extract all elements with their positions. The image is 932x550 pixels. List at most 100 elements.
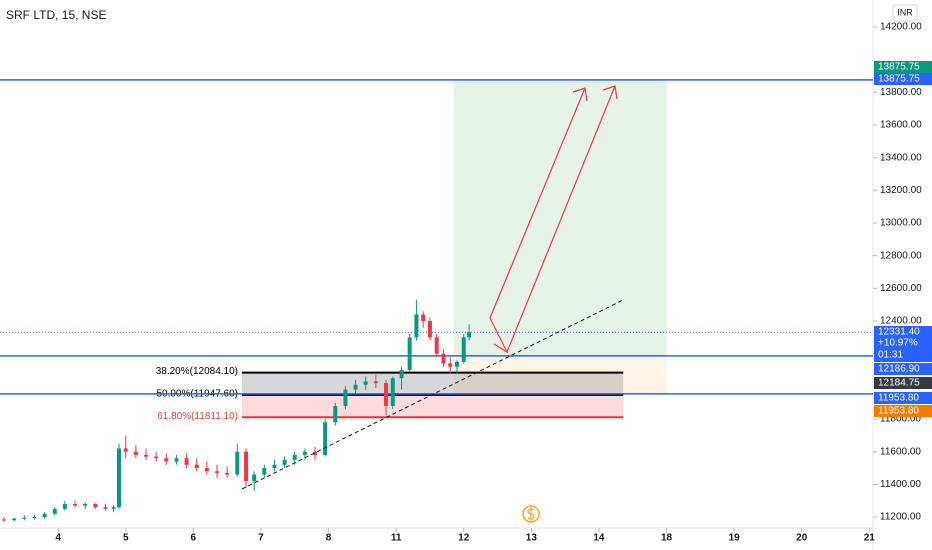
trend-line: [241, 299, 624, 490]
y-tick-label: 13800.00: [880, 87, 922, 98]
candle-body: [244, 451, 249, 482]
y-tick-label: 11400.00: [880, 479, 921, 490]
candle-body: [154, 456, 159, 459]
candle-body: [144, 454, 149, 457]
currency: INR: [897, 7, 913, 17]
price-label: [874, 405, 932, 417]
price-label: [874, 377, 932, 389]
candle-body: [22, 517, 27, 519]
candle-body: [461, 337, 466, 362]
last-price-label: [874, 326, 932, 362]
x-tick-label: 5: [123, 533, 129, 544]
x-tick-label: 12: [458, 533, 470, 544]
x-tick-label: 20: [796, 533, 808, 544]
x-tick-label: 18: [661, 533, 673, 544]
candle-body: [441, 353, 446, 364]
drawings-back: 38.20%(12084.10)50.00%(11947.60)61.80%(1…: [0, 79, 873, 422]
candle-body: [390, 378, 395, 406]
candle-body: [32, 517, 37, 519]
target-zone: [453, 79, 667, 356]
price-label: [874, 73, 932, 85]
price-label: [874, 392, 932, 404]
candle-body: [83, 503, 88, 506]
axes: 11200.0011400.0011600.0011800.0012000.00…: [55, 22, 932, 544]
candle-body: [164, 458, 169, 462]
price-label-text: 12186.90: [878, 364, 920, 375]
x-tick-label: 11: [391, 533, 402, 544]
price-label-text: 11953.80: [878, 393, 919, 404]
price-label-text: 13875.75: [878, 62, 920, 73]
candle-body: [123, 448, 128, 452]
candle-body: [133, 451, 138, 455]
candle-body: [467, 332, 472, 338]
candle-body: [282, 459, 287, 465]
price-label: [874, 363, 932, 375]
candle-body: [62, 503, 67, 509]
fib-label: 61.80%(11811.10): [157, 411, 238, 422]
candle-body: [111, 507, 116, 509]
candle-body: [421, 314, 426, 322]
x-tick-label: 4: [55, 533, 61, 544]
last-price-countdown: 01:31: [878, 350, 903, 361]
candle-body: [434, 337, 439, 354]
candle-body: [454, 361, 459, 367]
candle-body: [353, 384, 358, 390]
candle-body: [373, 381, 378, 384]
candle-body: [262, 468, 267, 475]
candle-body: [93, 503, 98, 508]
candle-body: [52, 508, 57, 514]
arrow-head: [572, 87, 588, 102]
candle-body: [103, 507, 108, 509]
candle-body: [174, 458, 179, 462]
dividend-icon-glyph: [527, 507, 535, 521]
arrow: [506, 85, 616, 353]
fib-zone: [242, 394, 624, 418]
fib-zone: [242, 372, 624, 395]
chart-title: SRF LTD, 15, NSE: [6, 8, 106, 22]
candles: [2, 299, 472, 522]
candle-body: [204, 468, 209, 472]
candle-body: [194, 464, 199, 469]
price-label-text: 12184.75: [878, 378, 920, 389]
y-tick-label: 13000.00: [880, 218, 922, 229]
stop-zone: [453, 355, 667, 394]
candle-body: [333, 405, 338, 423]
y-tick-label: 12600.00: [880, 283, 922, 294]
y-tick-label: 12400.00: [880, 316, 922, 327]
candle-body: [252, 474, 257, 482]
fib-label: 38.20%(12084.10): [156, 366, 238, 377]
candle-body: [272, 464, 277, 469]
last-price-label: 12331.40: [878, 327, 920, 338]
y-tick-label: 11200.00: [880, 512, 921, 523]
candle-body: [302, 451, 307, 455]
candle-body: [235, 451, 240, 475]
price-label-text: 13875.75: [878, 74, 920, 85]
y-tick-label: 11800.00: [880, 414, 921, 425]
y-tick-label: 13200.00: [880, 185, 922, 196]
y-tick-label: 11600.00: [880, 446, 921, 457]
candle-body: [414, 314, 419, 338]
x-tick-label: 6: [191, 533, 197, 544]
currency-badge[interactable]: [892, 4, 918, 22]
arrow-head: [489, 317, 509, 354]
candle-body: [184, 458, 189, 465]
candle-body: [73, 503, 78, 506]
candle-body: [343, 389, 348, 406]
drawings-front: [241, 85, 624, 523]
y-tick-label: 14200.00: [880, 22, 922, 33]
candle-body: [323, 422, 328, 455]
x-tick-label: 19: [729, 533, 741, 544]
candle-body: [383, 383, 388, 406]
candle-body: [2, 519, 7, 521]
x-tick-label: 14: [593, 533, 605, 544]
candle-body: [399, 370, 404, 379]
x-tick-label: 7: [258, 533, 264, 544]
arrow: [489, 87, 586, 319]
candle-body: [313, 451, 318, 455]
candle-body: [116, 448, 121, 508]
x-tick-label: 8: [326, 533, 332, 544]
x-tick-label: 13: [526, 533, 538, 544]
candle-body: [12, 518, 17, 521]
y-tick-label: 13400.00: [880, 152, 922, 163]
